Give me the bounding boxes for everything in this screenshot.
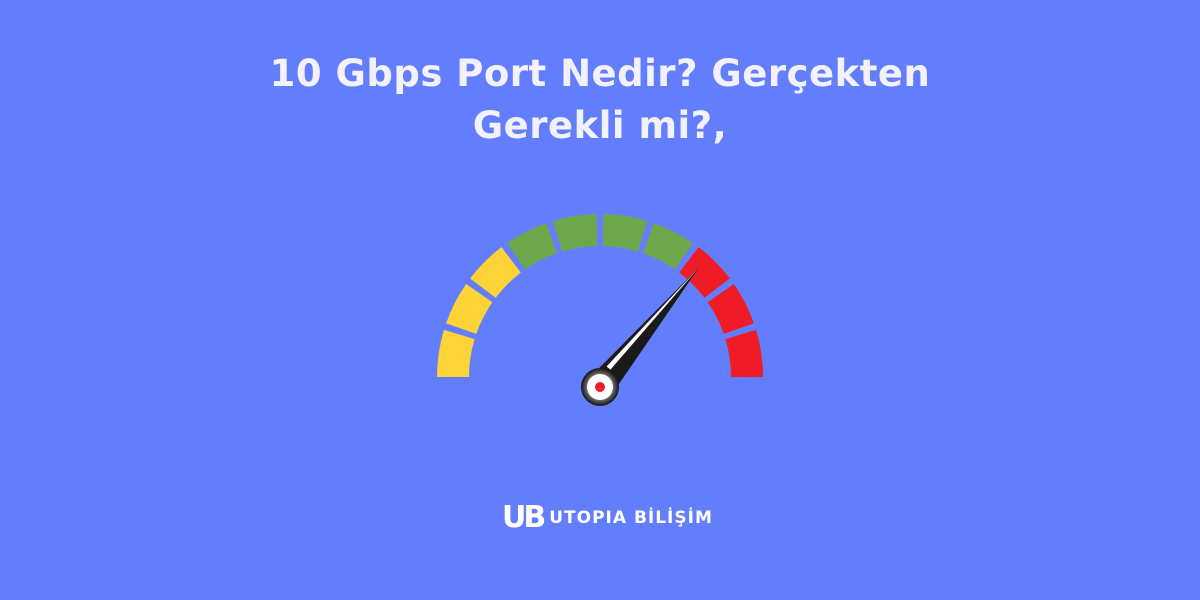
- gauge-segment: [437, 329, 475, 377]
- needle: [589, 267, 699, 396]
- gauge-segment: [602, 214, 648, 252]
- gauge-segment: [446, 283, 493, 334]
- needle-hub-dot: [595, 382, 605, 392]
- gauge-segment: [643, 223, 694, 270]
- needle-body: [589, 267, 699, 396]
- headline-line-2: Gerekli mi?,: [472, 104, 728, 147]
- needle-highlight: [606, 267, 699, 370]
- brand-logo: UB UTOPIA BİLİŞİM: [502, 500, 713, 535]
- logo-text: UTOPIA BİLİŞİM: [549, 507, 713, 528]
- gauge-segment: [679, 247, 730, 298]
- gauge-segment: [506, 223, 557, 270]
- gauge-segment: [552, 214, 598, 252]
- headline: 10 Gbps Port Nedir? Gerçekten Gerekli mi…: [0, 48, 1200, 152]
- gauge-segment: [725, 329, 763, 377]
- gauge-segment: [470, 247, 521, 298]
- headline-line-1: 10 Gbps Port Nedir? Gerçekten: [269, 52, 931, 95]
- logo-mark: UB: [502, 500, 546, 535]
- gauge-segment: [707, 283, 754, 334]
